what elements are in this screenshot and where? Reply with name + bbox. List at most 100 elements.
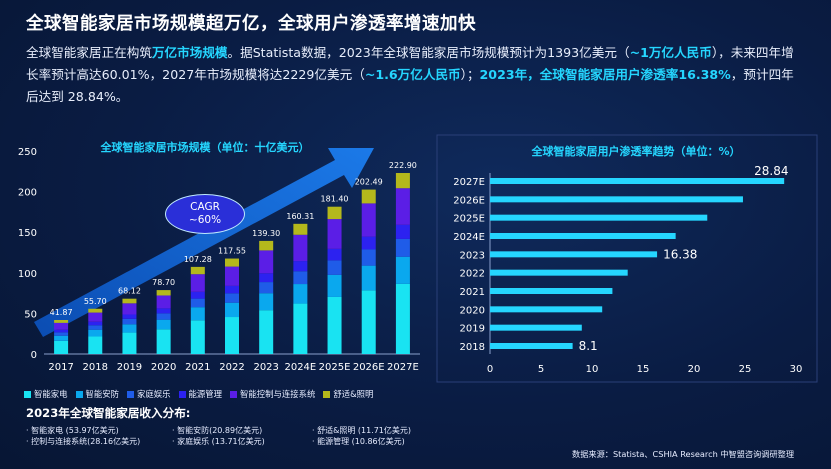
legend-label: 智能安防 [85, 389, 120, 399]
bar-segment [54, 335, 69, 341]
x-tick-label: 10 [586, 364, 599, 375]
bar-segment [395, 173, 410, 189]
revenue-item: · 智能家电 (53.97亿美元) [26, 426, 119, 435]
penetration-bar [490, 269, 628, 276]
bar-segment [293, 261, 308, 272]
bar-segment [88, 312, 103, 322]
bar-segment [88, 325, 103, 330]
bar-segment [156, 329, 171, 354]
y-tick-label: 100 [18, 269, 37, 280]
bar-value-label: 202.49 [355, 178, 383, 187]
penetration-panel [436, 134, 818, 383]
bar-segment [327, 248, 342, 261]
revenue-title: 2023年全球智能家居收入分布: [26, 406, 191, 420]
bar-segment [190, 298, 205, 308]
chart-legend: 智能家电 智能安防 家庭娱乐 能源管理 智能控制与连接系统 舒适&照明 [24, 388, 373, 400]
bar-value-label: 41.87 [50, 308, 73, 317]
bar-segment [395, 238, 410, 257]
bar-value-label: 16.38 [663, 247, 697, 261]
bar-value-label: 160.31 [286, 212, 314, 221]
bar-segment [259, 282, 274, 294]
bar-value-label: 107.28 [184, 255, 212, 264]
bar-segment [156, 319, 171, 330]
x-tick-label: 20 [688, 364, 701, 375]
y-tick-label: 2023 [460, 250, 485, 261]
penetration-bar [490, 324, 582, 331]
bar-segment [361, 265, 376, 291]
bar-value-label: 28.84 [754, 164, 788, 178]
intro-text: ），未来四年增长率预计高达60.01%，2027年市场规模将达2229亿美元（ [26, 45, 794, 82]
cagr-value: ~60% [188, 214, 222, 226]
x-tick-label: 25 [739, 364, 752, 375]
legend-item: 智能控制与连接系统 [230, 388, 315, 400]
bar-segment [122, 314, 137, 319]
legend-label: 舒适&照明 [333, 389, 374, 399]
bar-segment [293, 284, 308, 304]
bar-segment [361, 189, 376, 204]
x-tick-label: 2021 [185, 362, 210, 373]
bar-segment [361, 236, 376, 250]
bar-segment [156, 295, 171, 309]
x-tick-label: 2018 [83, 362, 108, 373]
bar-segment [259, 273, 274, 283]
x-tick-label: 2019 [117, 362, 142, 373]
bar-segment [293, 271, 308, 285]
intro-text: ，预计四年后达到 28.84%。 [26, 67, 794, 104]
bar-segment [88, 336, 103, 354]
bar-segment [395, 188, 410, 225]
bar-segment [225, 317, 239, 354]
x-tick-label: 2024E [284, 362, 316, 373]
y-tick-label: 2026E [453, 195, 485, 206]
cagr-badge: CAGR ~60% [165, 194, 245, 234]
bar-value-label: 139.30 [252, 229, 280, 238]
legend-swatch [230, 390, 237, 398]
market-size-chart: 0 50 100 150 200 250 41.87 2017 55.70 2018 68.12 20… [18, 147, 420, 373]
market-chart-title: 全球智能家居市场规模（单位：十亿美元） [100, 140, 310, 154]
penetration-bar [490, 343, 573, 349]
bar-segment [190, 320, 205, 354]
legend-label: 智能家电 [34, 389, 68, 399]
legend-item: 家庭娱乐 [127, 388, 171, 400]
bar-value-label: 68.12 [118, 287, 141, 296]
bar-segment [122, 318, 137, 325]
y-tick-label: 2027E [453, 177, 485, 188]
bar-segment [54, 320, 69, 323]
bar-segment [88, 321, 103, 326]
bar-segment [225, 285, 239, 294]
revenue-item: · 智能安防(20.89亿美元) [172, 426, 263, 435]
bar-segment [293, 223, 308, 235]
y-tick-label: 2022 [460, 269, 485, 280]
penetration-bar [490, 251, 658, 258]
y-tick-label: 2018 [460, 342, 485, 353]
revenue-item: · 能源管理 (10.86亿美元) [312, 437, 405, 446]
bar-segment [293, 303, 308, 354]
penetration-chart: 2027E 28.84 2026E 2025E 2024E 2023 16.38 2022 20… [453, 164, 802, 375]
x-tick-label: 2022 [219, 362, 244, 373]
intro-text: 全球智能家居正在构筑 [26, 45, 152, 60]
bar-segment [327, 206, 342, 220]
legend-swatch [127, 390, 134, 398]
bar-value-label: 181.40 [321, 195, 349, 204]
x-tick-label: 15 [637, 364, 650, 375]
bar-segment [327, 296, 342, 354]
cagr-label: CAGR [190, 201, 220, 213]
intro-highlight: 2023年，全球智能家居用户渗透率16.38% [479, 67, 731, 82]
bar-segment [88, 308, 103, 313]
x-tick-label: 2027E [387, 362, 419, 373]
bar-segment [259, 293, 274, 311]
legend-label: 智能控制与连接系统 [240, 389, 316, 399]
bar-value-label: 55.70 [84, 297, 107, 306]
bar-segment [327, 260, 342, 275]
x-tick-label: 2023 [253, 362, 278, 373]
penetration-bar [490, 306, 603, 313]
penetration-bar [490, 233, 676, 239]
y-tick-label: 50 [24, 309, 37, 320]
bar-segment [293, 234, 308, 262]
bar-value-label: 117.55 [218, 247, 246, 256]
bar-segment [54, 322, 69, 330]
bar-value-label: 222.90 [389, 161, 417, 170]
intro-highlight: ~1.6万亿人民币 [364, 67, 461, 82]
bar-segment [54, 329, 69, 333]
bar-segment [190, 291, 205, 299]
